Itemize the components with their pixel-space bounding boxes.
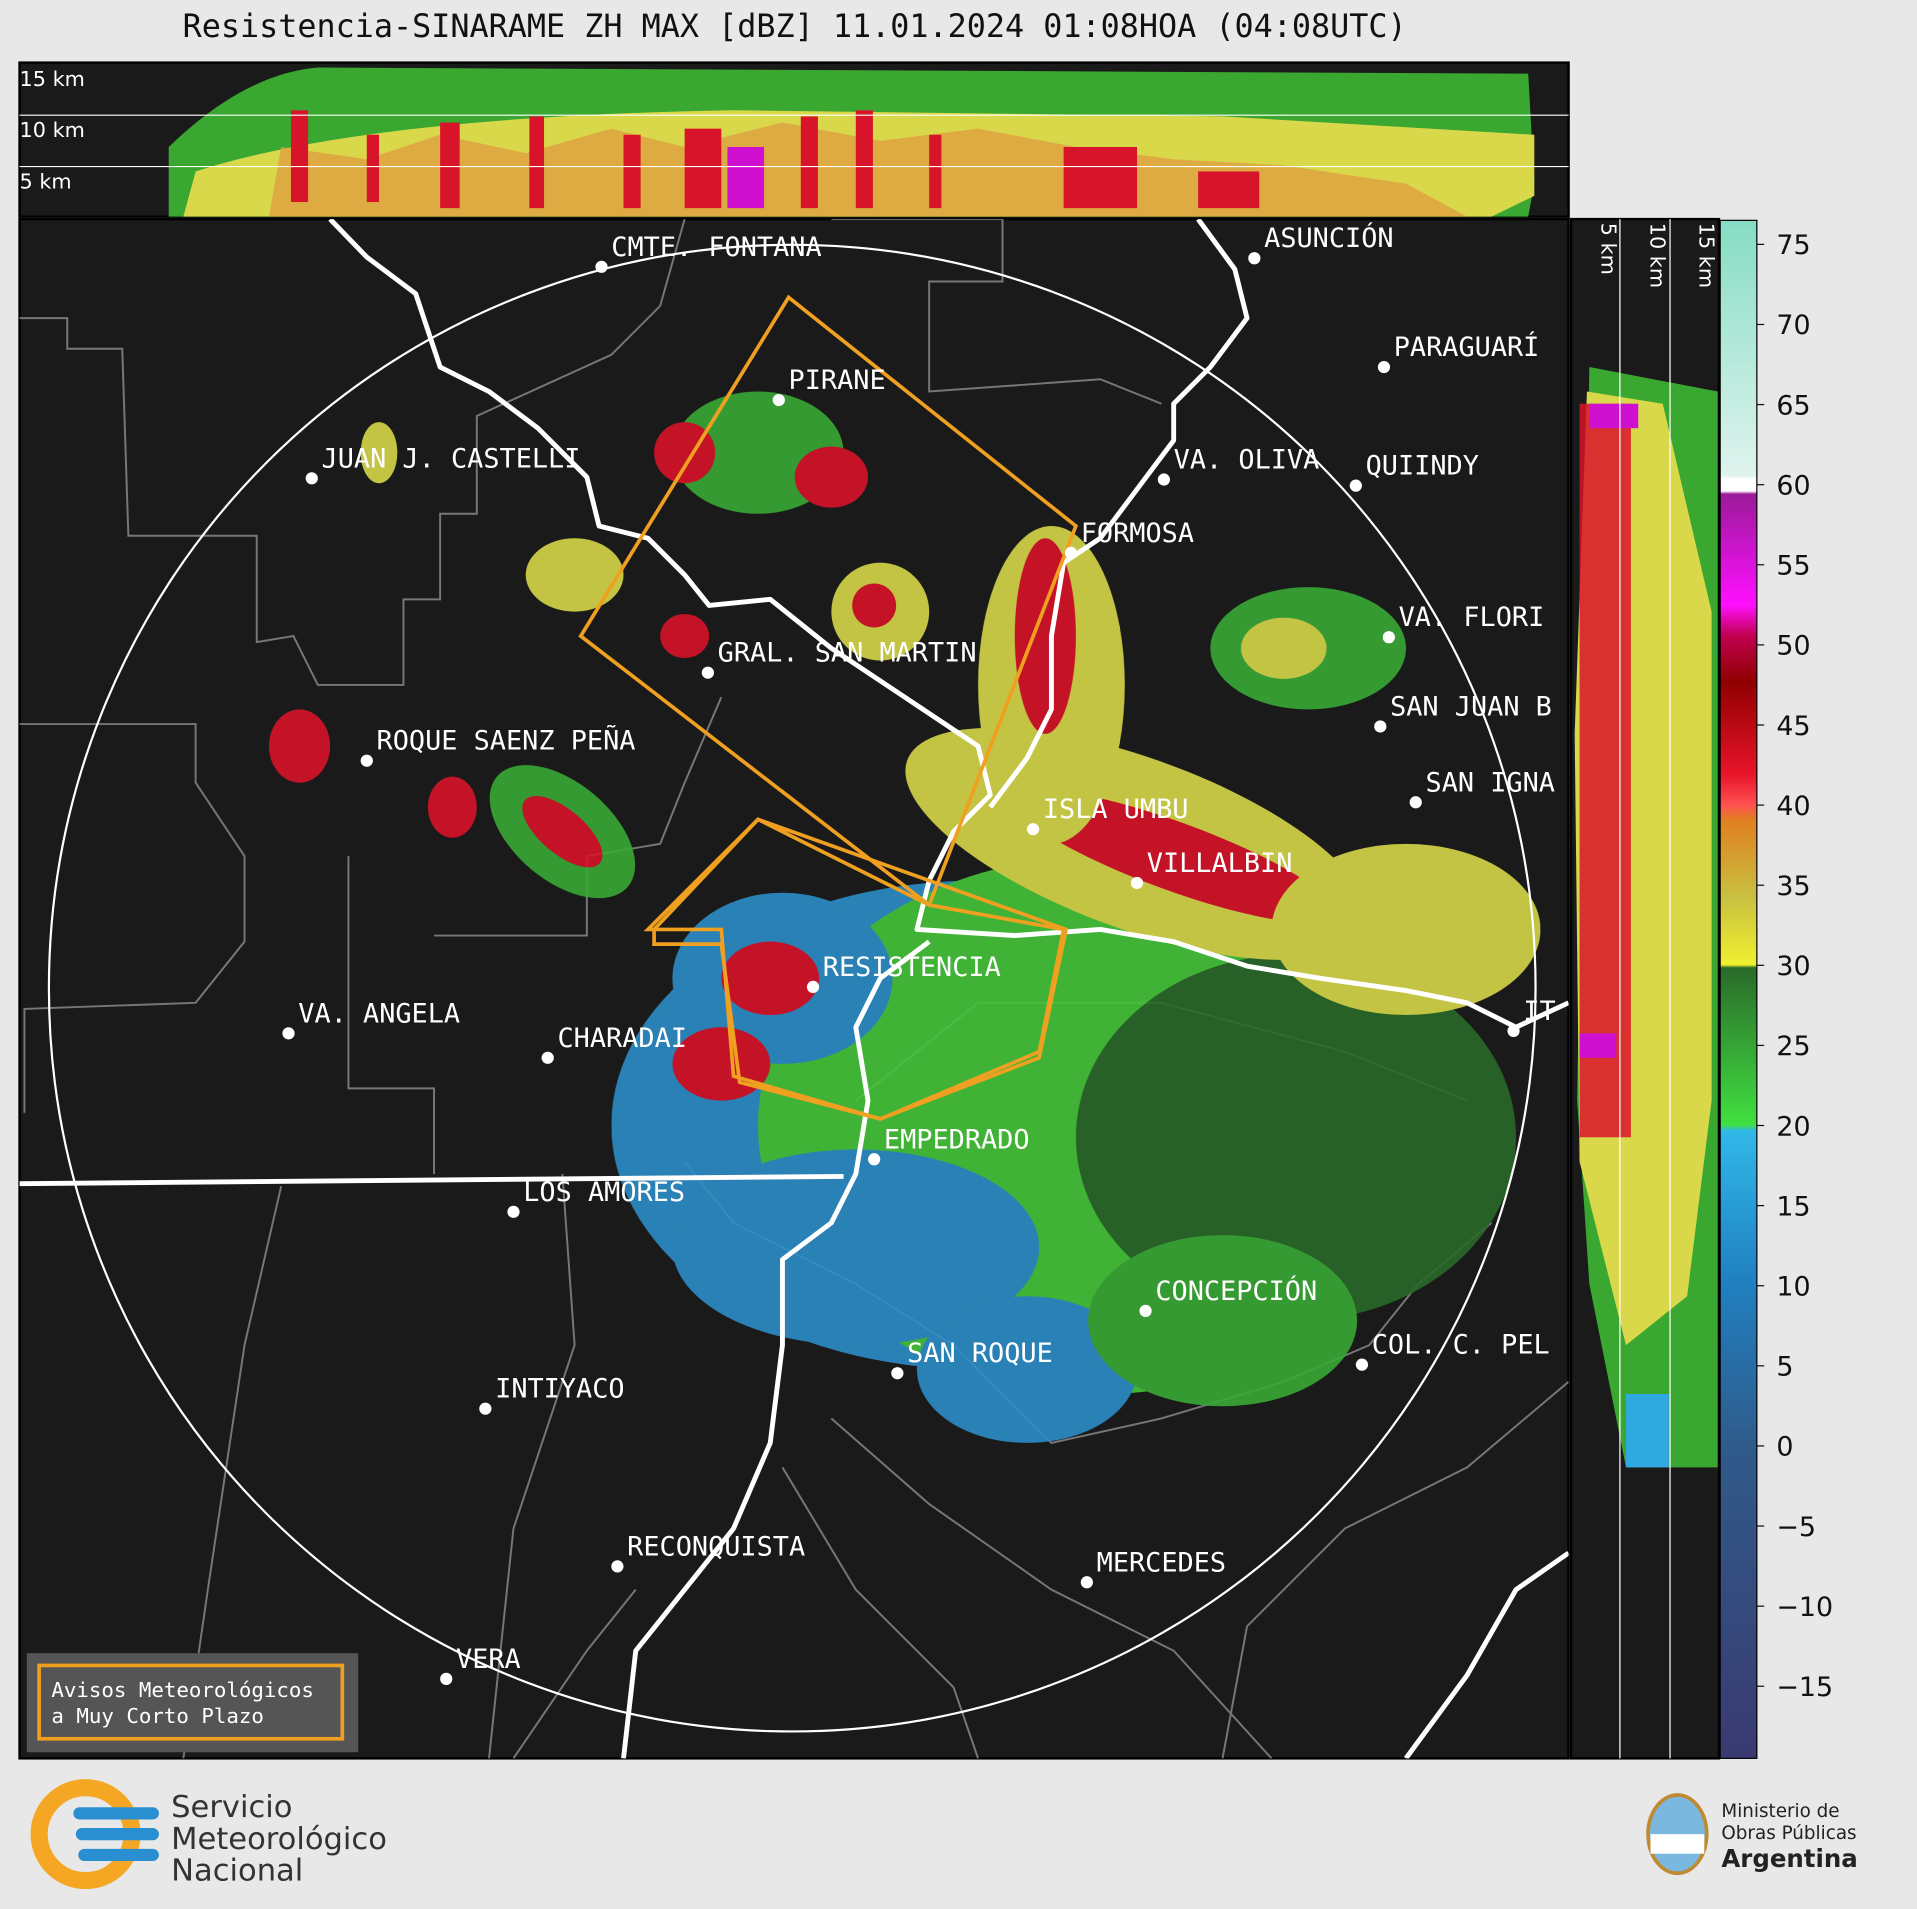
city-dot (1139, 1304, 1152, 1317)
city-label: FORMOSA (1081, 518, 1194, 549)
city-dot (701, 666, 714, 679)
city-dot (1130, 876, 1144, 890)
city-dot (305, 472, 318, 485)
smn-logo: Servicio Meteorológico Nacional (30, 1779, 387, 1890)
city-dot (1377, 360, 1391, 374)
city-label: LOS AMORES (523, 1177, 685, 1208)
city-label: PIRANE (789, 365, 886, 396)
colorbar-tick-label: 10 (1776, 1272, 1810, 1303)
city-dot (1026, 823, 1040, 836)
city-label: SAN JUAN B (1390, 691, 1552, 722)
city-dot (611, 1560, 624, 1573)
colorbar-tick-label: 5 (1776, 1352, 1793, 1383)
city-dot (1248, 252, 1261, 265)
city-dot (507, 1205, 520, 1218)
city-dot (1374, 720, 1387, 733)
legend-text: a Muy Corto Plazo (51, 1704, 264, 1728)
city-dot (1064, 546, 1078, 559)
colorbar-tick-label: 0 (1776, 1432, 1793, 1463)
height-label: 10 km (20, 118, 85, 142)
colorbar-tick-label: 40 (1776, 791, 1810, 822)
colorbar-tick-label: −5 (1776, 1512, 1816, 1543)
colorbar-tick-label: −10 (1776, 1592, 1833, 1623)
colorbar-tick-label: 20 (1776, 1111, 1810, 1142)
city-label: RECONQUISTA (627, 1531, 805, 1562)
city-label: ASUNCIÓN (1264, 222, 1393, 254)
city-dot (1355, 1358, 1369, 1371)
city-label: SAN ROQUE (907, 1338, 1053, 1369)
city-dot (1157, 473, 1171, 486)
colorbar-tick-label: 75 (1776, 230, 1810, 261)
city-dot (1349, 479, 1362, 492)
height-label: 5 km (1597, 223, 1621, 275)
city-label: COL. C. PEL (1372, 1330, 1550, 1361)
title: Resistencia-SINARAME ZH MAX [dBZ] 11.01.… (183, 9, 1407, 45)
city-label: INTIYACO (495, 1374, 624, 1405)
colorbar-tick-label: 15 (1776, 1191, 1810, 1222)
colorbar-tick-label: 35 (1776, 871, 1810, 902)
logo-text: Argentina (1721, 1844, 1857, 1873)
city-label: JUAN J. CASTELLI (322, 443, 581, 474)
city-dot (772, 393, 785, 407)
height-label: 5 km (20, 170, 72, 194)
logo-text: Obras Públicas (1721, 1823, 1856, 1844)
city-label: ISLA UMBU (1043, 794, 1189, 825)
city-dot (1409, 796, 1422, 809)
city-label: RESISTENCIA (823, 952, 1001, 983)
logo-text: Ministerio de (1721, 1801, 1839, 1822)
city-label: ROQUE SAENZ PEÑA (377, 725, 636, 757)
map-layers: CMTE. FONTANA ASUNCIÓN PIRANE PARAGUARÍ JUAN… (19, 219, 1569, 1759)
city-dot (541, 1051, 554, 1064)
colorbar-tick-label: 45 (1776, 711, 1810, 742)
city-dot (891, 1367, 904, 1380)
city-dot (1507, 1024, 1520, 1038)
colorbar-tick-label: 60 (1776, 470, 1810, 501)
colorbar-tick-label: 70 (1776, 310, 1810, 341)
city-dot (440, 1672, 453, 1685)
city-dot (1080, 1576, 1093, 1589)
city-label: EMPEDRADO (884, 1124, 1030, 1155)
city-dot (360, 754, 373, 767)
height-label: 15 km (20, 67, 85, 91)
city-dot (868, 1153, 881, 1166)
logo-text: Nacional (171, 1854, 303, 1889)
height-label: 15 km (1694, 223, 1718, 288)
colorbar-tick-label: 50 (1776, 631, 1810, 662)
colorbar-tick-label: 25 (1776, 1031, 1810, 1062)
city-label: IT (1523, 996, 1555, 1027)
colorbar-tick-label: −15 (1776, 1672, 1833, 1703)
warning-legend: Avisos Meteorológicos a Muy Corto Plazo (26, 1653, 359, 1753)
side-cross-section: 5 km 10 km 15 km (1569, 217, 1721, 1760)
city-label: PARAGUARÍ (1394, 331, 1540, 363)
city-label: VERA (456, 1644, 521, 1675)
city-label: QUIINDY (1366, 451, 1479, 482)
city-label: CMTE. FONTANA (611, 232, 821, 263)
city-label: SAN IGNA (1426, 767, 1555, 798)
height-label: 10 km (1645, 223, 1669, 288)
colorbar-tick-label: 55 (1776, 551, 1810, 582)
legend-text: Avisos Meteorológicos (51, 1678, 314, 1702)
city-label: CONCEPCIÓN (1155, 1275, 1317, 1307)
ministry-logo: Ministerio de Obras Públicas Argentina (1646, 1793, 1858, 1876)
city-label: CHARADAI (557, 1023, 686, 1054)
colorbar-tick-label: 65 (1776, 390, 1810, 421)
city-label: VA. ANGELA (298, 998, 460, 1029)
city-label: VA. FLORI (1399, 602, 1545, 633)
city-label: VA. OLIVA (1174, 445, 1320, 476)
logo-text: Meteorológico (171, 1822, 387, 1857)
colorbar (1719, 219, 1758, 1759)
city-dot (806, 980, 820, 994)
city-dot (282, 1027, 295, 1040)
colorbar-tick-label: 30 (1776, 951, 1810, 982)
city-dot (595, 260, 608, 273)
city-dot (479, 1402, 492, 1415)
city-label: MERCEDES (1097, 1547, 1226, 1578)
city-label: GRAL. SAN MARTIN (718, 638, 977, 669)
logo-text: Servicio (171, 1790, 292, 1825)
city-dot (1382, 631, 1395, 644)
city-label: VILLALBIN (1147, 848, 1293, 879)
top-cross-section (18, 61, 1570, 218)
